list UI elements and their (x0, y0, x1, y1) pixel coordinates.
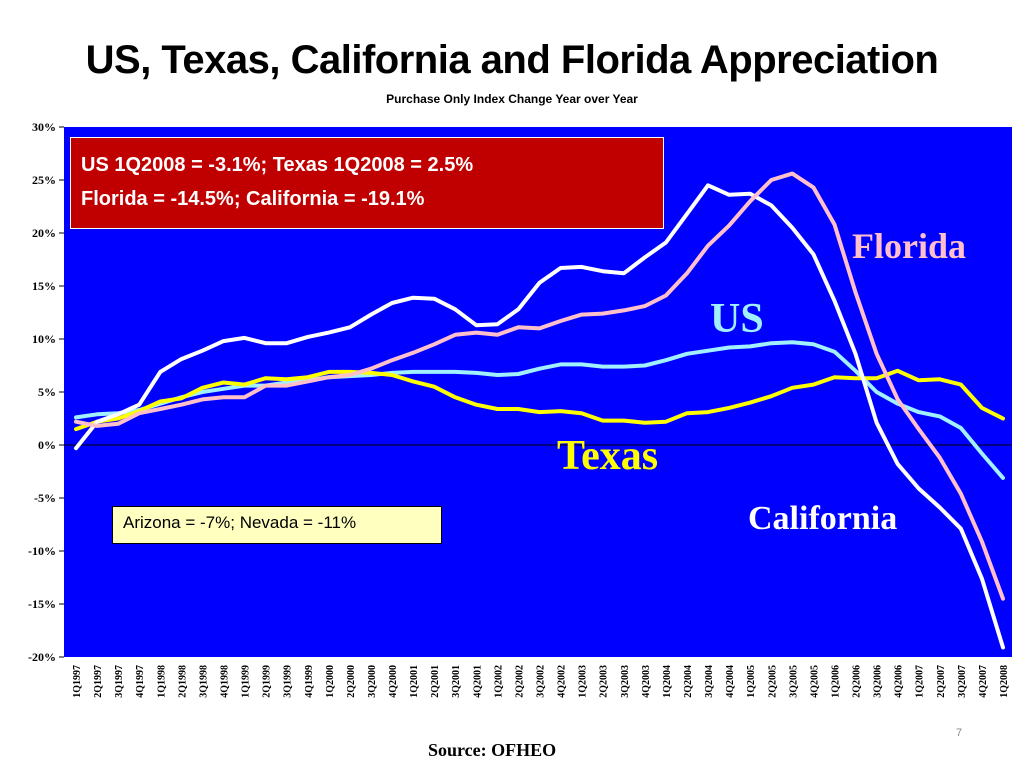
x-tick-label: 1Q1999 (241, 665, 252, 698)
page-title: US, Texas, California and Florida Apprec… (85, 38, 939, 82)
y-tick-label: -15% (28, 597, 56, 611)
summary-callout-line-1: US 1Q2008 = -3.1%; Texas 1Q2008 = 2.5% (81, 154, 474, 176)
x-tick-label: 3Q2004 (704, 665, 715, 698)
x-tick-label: 4Q2002 (557, 665, 568, 698)
series-line-california (74, 183, 1005, 650)
x-tick-label: 3Q1998 (198, 665, 209, 698)
x-tick-label: 3Q2002 (536, 665, 547, 698)
x-tick-label: 4Q1999 (304, 665, 315, 698)
x-tick-label: 4Q2003 (641, 665, 652, 698)
series-label-texas: Texas (557, 433, 659, 479)
x-tick-label: 4Q1997 (135, 665, 146, 698)
y-tick-label: 25% (32, 173, 56, 187)
x-tick-label: 3Q2007 (957, 665, 968, 698)
y-tick-label: 20% (32, 226, 56, 240)
y-tick-label: 0% (38, 438, 56, 452)
series-line-florida (74, 171, 1005, 601)
x-tick-label: 1Q2005 (746, 665, 757, 698)
x-tick-label: 2Q2001 (430, 665, 441, 698)
x-tick-label: 1Q2000 (325, 665, 336, 698)
x-tick-label: 2Q1997 (93, 665, 104, 698)
x-tick-label: 1Q2008 (999, 665, 1010, 698)
x-tick-label: 3Q2005 (788, 665, 799, 698)
x-tick-label: 4Q1998 (219, 665, 230, 698)
x-tick-label: 2Q1999 (262, 665, 273, 698)
page-number: 7 (956, 727, 963, 739)
x-tick-label: 1Q2003 (578, 665, 589, 698)
arizona-nevada-callout: Arizona = -7%; Nevada = -11% (112, 506, 442, 544)
x-tick-label: 1Q2002 (493, 665, 504, 698)
y-tick-label: 5% (38, 385, 56, 399)
x-tick-label: 2Q2006 (852, 665, 863, 698)
x-tick-label: 2Q1998 (177, 665, 188, 698)
x-tick-label: 1Q2006 (830, 665, 841, 698)
y-tick-label: 30% (32, 120, 56, 134)
x-tick-label: 1Q1997 (72, 665, 83, 698)
x-tick-label: 3Q1999 (283, 665, 294, 698)
summary-callout: US 1Q2008 = -3.1%; Texas 1Q2008 = 2.5% F… (70, 137, 664, 229)
x-axis: 1Q1997 2Q1997 3Q1997 4Q1997 1Q1998 2Q1998 3Q19… (64, 444, 1012, 698)
x-tick-label: 3Q2003 (620, 665, 631, 698)
x-tick-label: 2Q2005 (767, 665, 778, 698)
x-tick-label: 2Q2000 (346, 665, 357, 698)
y-tick-label: 15% (32, 279, 56, 293)
x-tick-label: 4Q2004 (725, 665, 736, 698)
series-lines (74, 171, 1005, 650)
x-tick-label: 4Q2001 (472, 665, 483, 698)
x-tick-label: 1Q2007 (915, 665, 926, 698)
chart-subtitle: Purchase Only Index Change Year over Yea… (386, 92, 638, 106)
x-tick-label: 3Q2001 (451, 665, 462, 698)
source-note: Source: OFHEO (428, 740, 557, 760)
x-tick-label: 1Q2001 (409, 665, 420, 698)
y-tick-label: -20% (28, 650, 56, 664)
x-tick-label: 4Q2007 (978, 665, 989, 698)
series-label-us: US (710, 296, 764, 342)
y-axis: 30% 25% 20% 15% 10% 5% 0% -5% -10% -15% -20% (28, 120, 64, 664)
x-tick-label: 1Q1998 (156, 665, 167, 698)
x-tick-label: 3Q1997 (114, 665, 125, 698)
x-tick-label: 2Q2004 (683, 665, 694, 698)
x-tick-label: 4Q2000 (388, 665, 399, 698)
x-tick-label: 4Q2005 (809, 665, 820, 698)
x-tick-label: 2Q2007 (936, 665, 947, 698)
x-tick-label: 4Q2006 (894, 665, 905, 698)
summary-callout-line-2: Florida = -14.5%; California = -19.1% (81, 188, 425, 210)
x-tick-label: 3Q2006 (873, 665, 884, 698)
series-line-us (74, 340, 1005, 480)
series-label-florida: Florida (852, 226, 966, 266)
x-tick-label: 2Q2003 (599, 665, 610, 698)
y-tick-label: -10% (28, 544, 56, 558)
series-line-texas (74, 368, 1005, 432)
y-tick-label: -5% (34, 491, 56, 505)
series-label-california: California (748, 500, 898, 537)
x-tick-label: 1Q2004 (662, 665, 673, 698)
y-tick-label: 10% (32, 332, 56, 346)
x-tick-label: 2Q2002 (514, 665, 525, 698)
x-tick-label: 3Q2000 (367, 665, 378, 698)
